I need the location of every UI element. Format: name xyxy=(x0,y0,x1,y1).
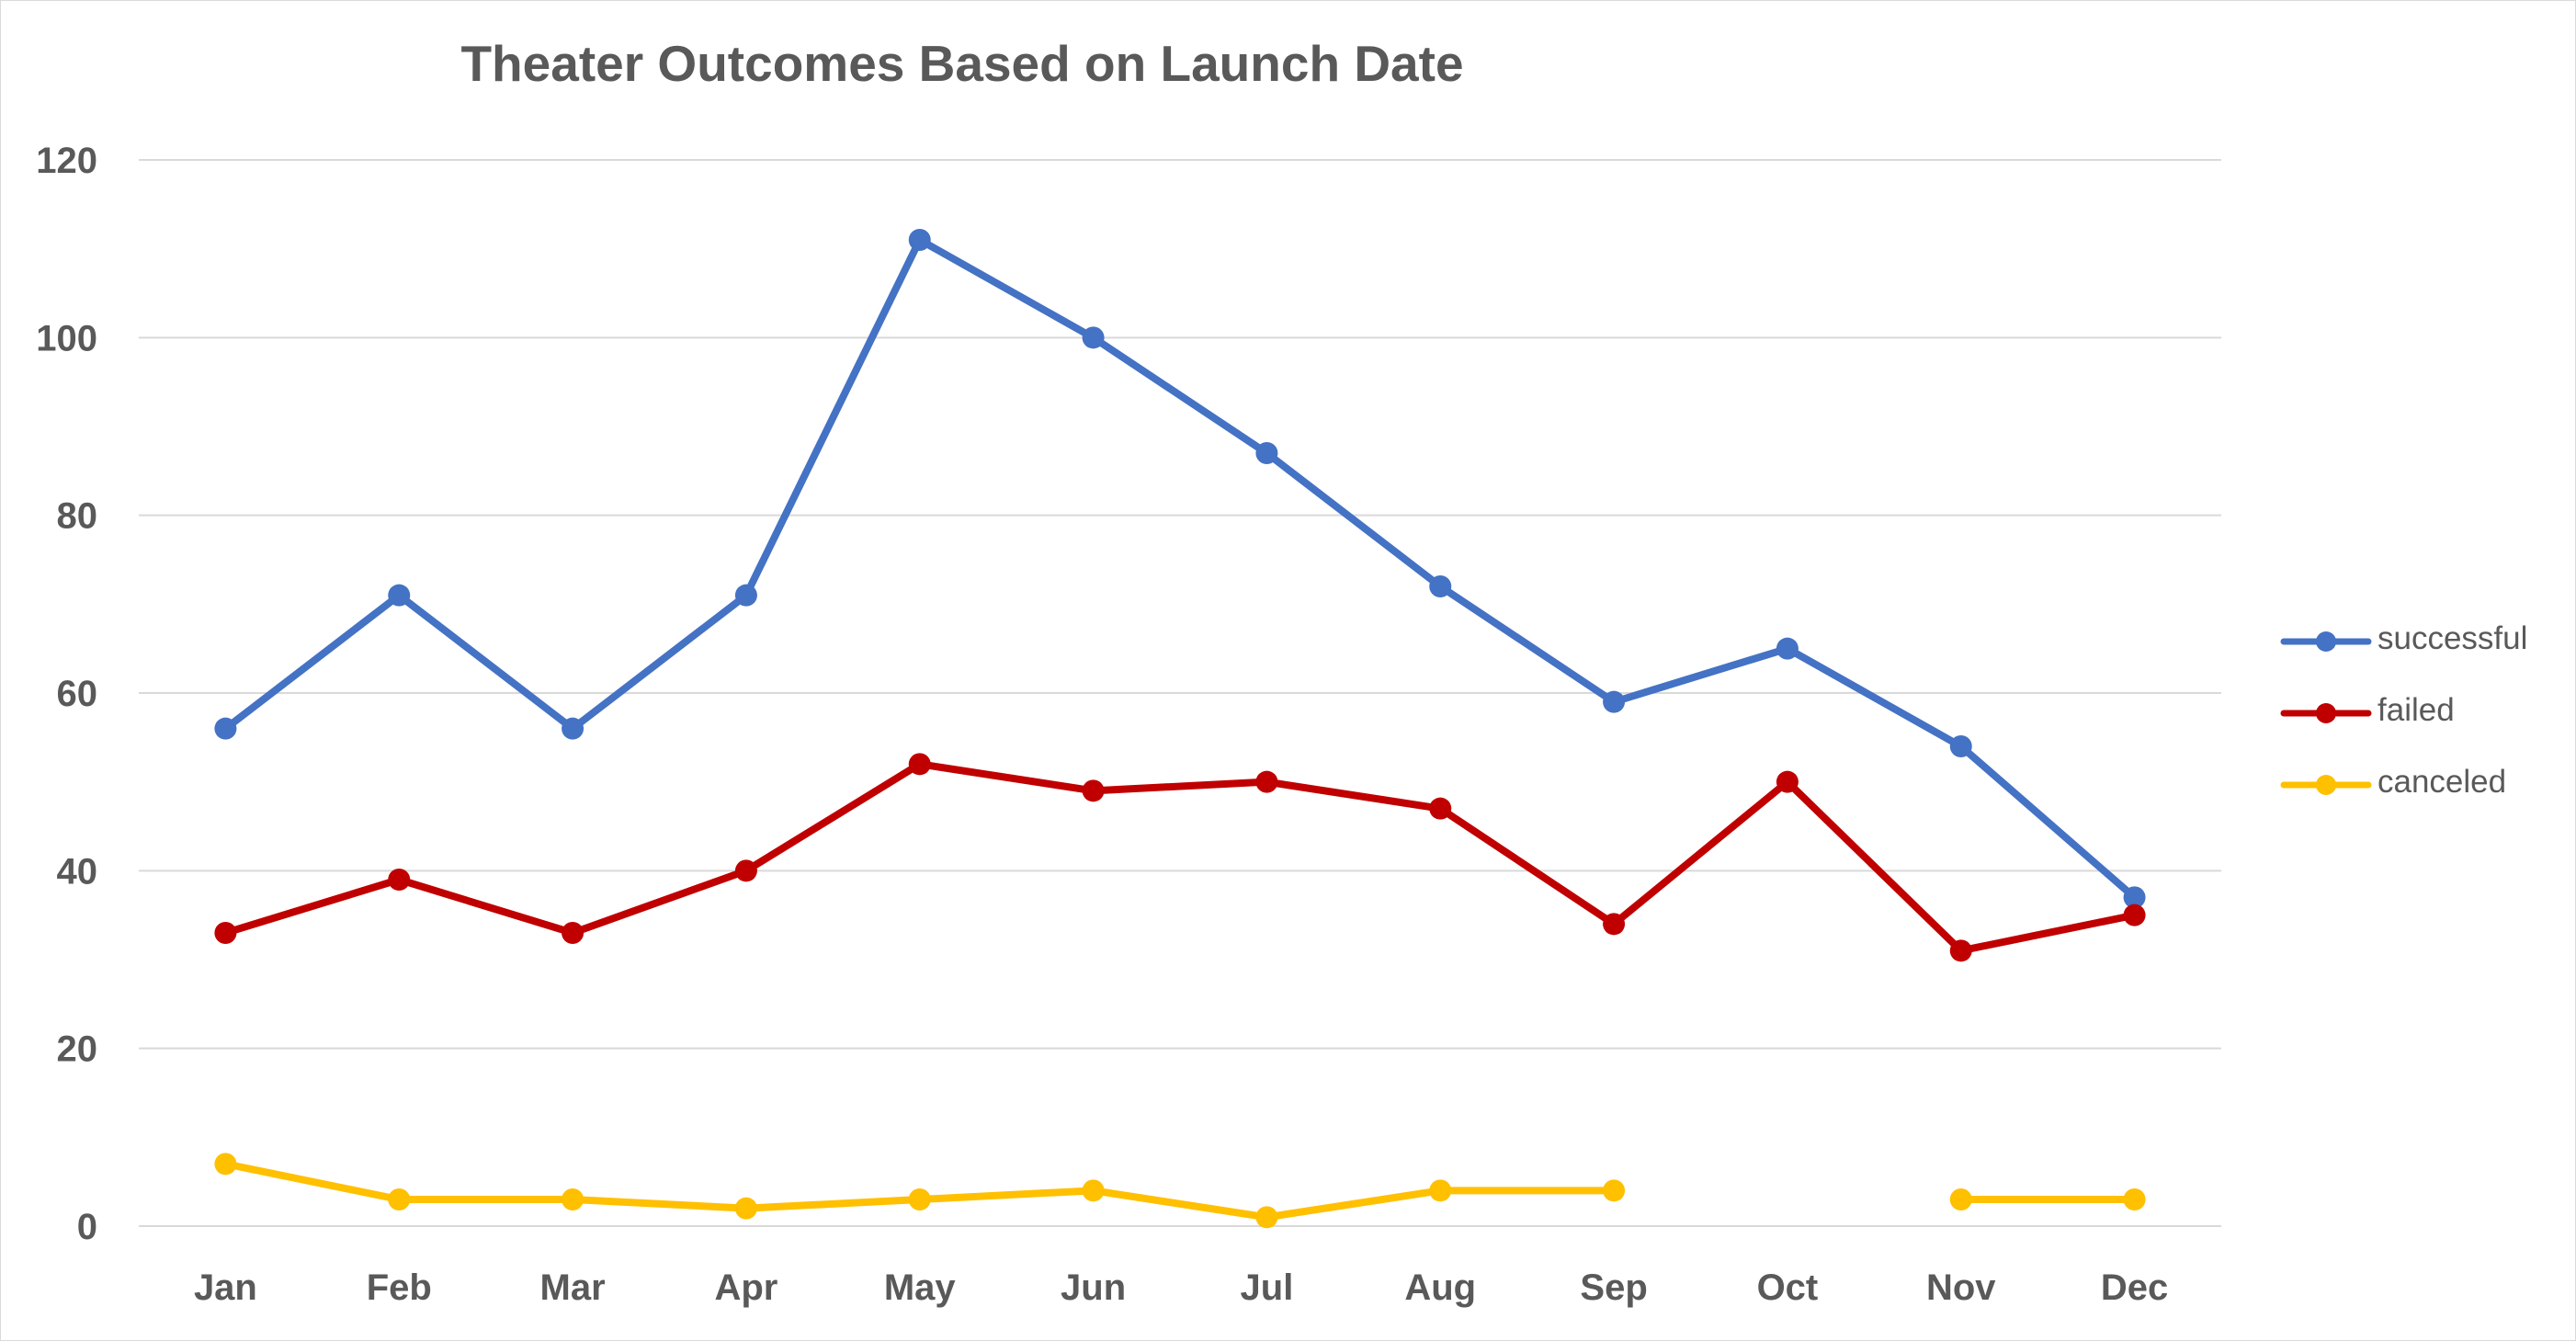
data-point-successful-aug xyxy=(1429,575,1452,597)
y-tick-label: 0 xyxy=(77,1207,97,1247)
legend-label: failed xyxy=(2377,692,2455,728)
data-point-failed-jul xyxy=(1255,770,1278,793)
data-point-canceled-apr xyxy=(734,1197,757,1220)
data-point-successful-jun xyxy=(1082,326,1105,349)
data-point-failed-apr xyxy=(734,859,757,882)
data-point-canceled-aug xyxy=(1429,1179,1452,1202)
data-point-successful-jul xyxy=(1255,442,1278,464)
gridlines xyxy=(139,159,2221,1227)
legend-swatch-failed xyxy=(2280,703,2372,723)
data-point-canceled-jun xyxy=(1082,1179,1105,1202)
data-point-failed-aug xyxy=(1429,797,1452,820)
series-failed xyxy=(214,753,2146,962)
series-lines xyxy=(214,229,2146,1229)
legend-swatch-successful xyxy=(2280,631,2372,652)
series-successful xyxy=(214,229,2146,909)
y-tick-label: 120 xyxy=(36,141,97,181)
series-line-failed xyxy=(221,760,2139,955)
x-tick-label: Nov xyxy=(1926,1267,1996,1308)
data-point-failed-nov xyxy=(1949,939,1972,962)
data-point-canceled-feb xyxy=(388,1188,411,1210)
data-point-canceled-jul xyxy=(1255,1206,1278,1229)
data-point-canceled-jan xyxy=(214,1153,237,1176)
data-point-failed-may xyxy=(908,753,931,776)
data-point-successful-dec xyxy=(2123,886,2146,909)
y-tick-label: 100 xyxy=(36,318,97,358)
x-axis-ticks: Jan Feb Mar Apr May Jun Jul Aug Sep Oct Nov Dec xyxy=(194,1267,2168,1308)
data-point-canceled-sep xyxy=(1603,1179,1626,1202)
data-point-failed-sep xyxy=(1603,913,1626,936)
y-tick-label: 40 xyxy=(57,851,98,892)
y-tick-label: 20 xyxy=(57,1029,98,1070)
x-tick-label: Jun xyxy=(1061,1267,1126,1308)
series-line-successful xyxy=(221,236,2139,902)
data-point-canceled-may xyxy=(908,1188,931,1210)
x-tick-label: Oct xyxy=(1757,1267,1819,1308)
legend-label: successful xyxy=(2377,620,2528,656)
series-canceled xyxy=(214,1153,2146,1229)
legend-label: canceled xyxy=(2377,764,2507,800)
data-point-failed-mar xyxy=(562,922,584,944)
x-tick-label: Sep xyxy=(1580,1267,1647,1308)
data-point-failed-feb xyxy=(388,869,411,891)
x-tick-label: Aug xyxy=(1404,1267,1476,1308)
legend-swatch-canceled xyxy=(2280,775,2372,795)
x-tick-label: Jul xyxy=(1241,1267,1294,1308)
data-point-failed-jun xyxy=(1082,779,1105,802)
data-point-successful-nov xyxy=(1949,735,1972,757)
y-axis-ticks: 0 20 40 60 80 100 120 xyxy=(36,141,97,1247)
data-point-failed-jan xyxy=(214,922,237,944)
data-point-failed-oct xyxy=(1776,770,1799,793)
data-point-successful-may xyxy=(908,229,931,251)
y-tick-label: 60 xyxy=(57,674,98,714)
x-tick-label: Dec xyxy=(2101,1267,2168,1308)
data-point-canceled-nov xyxy=(1949,1188,1972,1210)
data-point-canceled-dec xyxy=(2123,1188,2146,1210)
x-tick-label: Apr xyxy=(714,1267,777,1308)
data-point-successful-sep xyxy=(1603,690,1626,713)
data-point-successful-jan xyxy=(214,717,237,740)
x-tick-label: Mar xyxy=(540,1267,606,1308)
x-tick-label: May xyxy=(884,1267,957,1308)
chart-title: Theater Outcomes Based on Launch Date xyxy=(460,35,1464,92)
data-point-failed-dec xyxy=(2123,903,2146,926)
data-point-successful-oct xyxy=(1776,637,1799,660)
data-point-successful-apr xyxy=(734,584,757,607)
data-point-canceled-mar xyxy=(562,1188,584,1210)
data-point-successful-mar xyxy=(562,717,584,740)
data-point-successful-feb xyxy=(388,584,411,607)
y-tick-label: 80 xyxy=(57,496,98,537)
x-tick-label: Feb xyxy=(367,1267,432,1308)
x-tick-label: Jan xyxy=(194,1267,257,1308)
